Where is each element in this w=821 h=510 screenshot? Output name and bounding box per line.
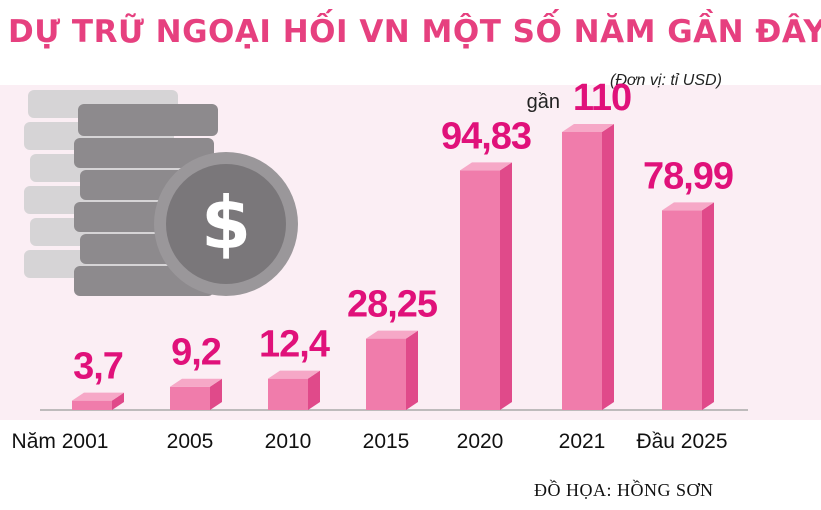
bar-top-1 [170,378,222,387]
bar-5 [562,132,602,410]
category-label-3: 2015 [363,430,410,453]
category-label-0: Năm 2001 [12,430,109,453]
bar-side-5 [602,124,614,410]
value-label-0: 3,7 [73,346,123,388]
value-label-6: 78,99 [643,155,733,197]
category-label-2: 2010 [265,430,312,453]
value-label-5: 110 [573,77,631,119]
bar-2 [268,378,308,410]
coin-stack-dollar-icon: $ [24,90,298,296]
value-label-2: 12,4 [259,324,330,366]
unit-label: (Đơn vị: tỉ USD) [610,72,722,89]
bar-top-0 [72,392,124,401]
svg-text:$: $ [201,181,251,265]
bar-top-6 [662,202,714,211]
bar-0 [72,400,112,410]
graphic-credit: ĐỒ HỌA: HỒNG SƠN [534,480,714,500]
bar-4 [460,170,500,410]
bar-6 [662,210,702,410]
bar-top-3 [366,330,418,339]
bar-side-6 [702,202,714,410]
category-label-4: 2020 [457,430,504,453]
value-prefix-5: gần [527,91,560,113]
category-label-6: Đầu 2025 [636,430,727,453]
bar-side-0 [112,392,124,410]
bar-side-4 [500,162,512,410]
bar-side-2 [308,370,320,410]
bar-3 [366,338,406,410]
category-label-5: 2021 [559,430,606,453]
bar-top-2 [268,370,320,379]
value-label-4: 94,83 [441,115,531,157]
bar-side-3 [406,330,418,410]
bar-top-5 [562,124,614,132]
bar-1 [170,386,210,410]
bar-side-1 [210,378,222,410]
bar-top-4 [460,162,512,171]
value-label-3: 28,25 [347,284,438,326]
chart-title: DỰ TRỮ NGOẠI HỐI VN MỘT SỐ NĂM GẦN ĐÂY [8,14,821,50]
value-label-1: 9,2 [171,332,221,374]
category-label-1: 2005 [167,430,214,453]
